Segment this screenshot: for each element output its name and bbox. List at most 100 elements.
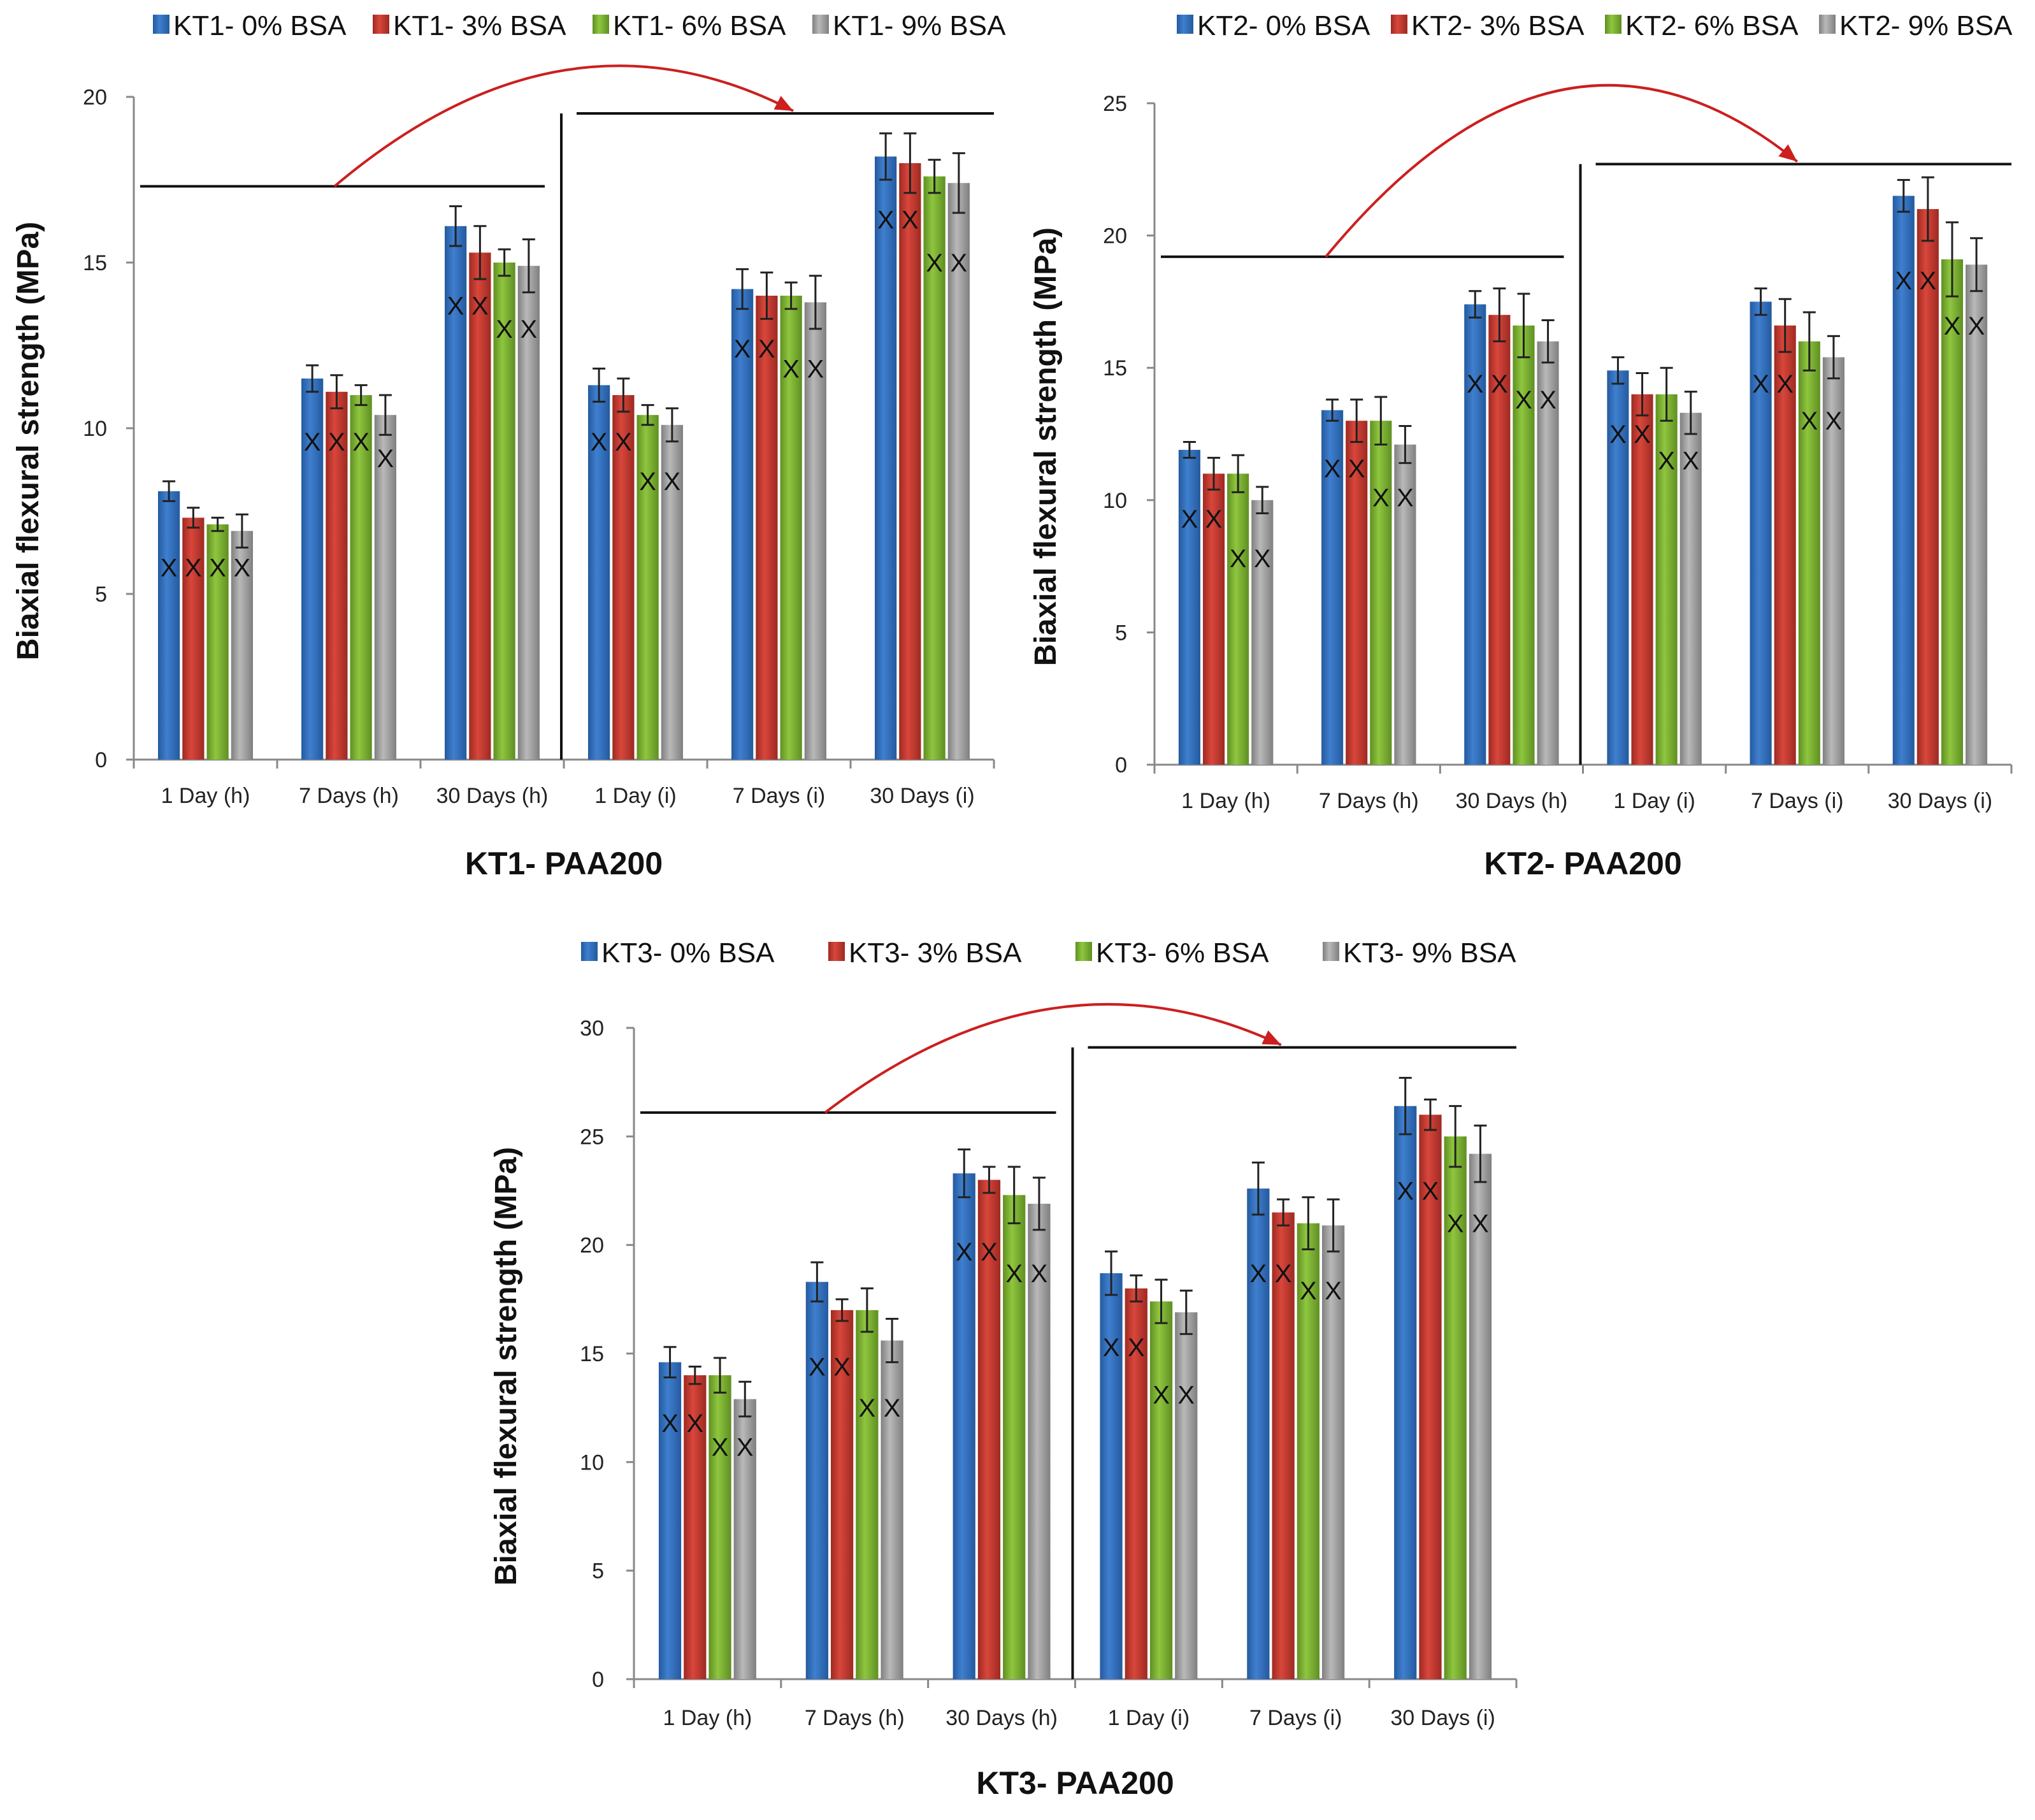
- trend-arrow: [824, 1002, 1282, 1114]
- significance-mark: X: [521, 315, 538, 343]
- significance-mark: X: [712, 1433, 729, 1461]
- y-tick-label: 0: [1115, 753, 1127, 777]
- legend-label: KT1- 3% BSA: [393, 10, 566, 41]
- significance-mark: X: [1275, 1260, 1292, 1288]
- legend-label: KT3- 3% BSA: [849, 937, 1022, 969]
- bar: [1822, 357, 1844, 765]
- bar: [1370, 421, 1392, 765]
- significance-mark: X: [902, 206, 919, 234]
- legend-swatch: [1075, 942, 1092, 961]
- chart-kt3: KT3- 0% BSA KT3- 3% BSA KT3- 6% BSA KT3- 9%…: [489, 937, 1518, 1801]
- bar: [1798, 341, 1820, 765]
- legend: KT3- 0% BSA KT3- 3% BSA KT3- 6% BSA KT3- 9%…: [581, 937, 1516, 969]
- x-tick-label: 30 Days (h): [946, 1706, 1058, 1730]
- significance-mark: X: [1181, 505, 1198, 533]
- significance-mark: X: [1447, 1210, 1464, 1238]
- x-tick-label: 30 Days (i): [1888, 789, 1992, 813]
- legend-label: KT1- 0% BSA: [173, 10, 347, 41]
- trend-arrow: [1325, 83, 1799, 258]
- y-axis-label: Biaxial flexural strength (MPa): [1029, 227, 1063, 666]
- bar: [658, 1362, 682, 1679]
- bar: [1469, 1153, 1492, 1679]
- y-tick-label: 10: [83, 417, 107, 441]
- bar: [374, 415, 396, 760]
- bar: [1513, 325, 1535, 765]
- x-tick-label: 1 Day (h): [161, 784, 250, 808]
- significance-mark: X: [664, 468, 681, 496]
- x-tick-label: 7 Days (h): [299, 784, 399, 808]
- bar: [1631, 394, 1653, 765]
- significance-mark: X: [1230, 545, 1247, 573]
- significance-mark: X: [1348, 455, 1365, 483]
- bar: [1251, 500, 1274, 765]
- bar: [326, 391, 348, 760]
- significance-mark: X: [1472, 1210, 1489, 1238]
- x-tick-label: 1 Day (i): [1108, 1706, 1190, 1730]
- legend-label: KT3- 9% BSA: [1343, 937, 1516, 969]
- x-tick-label: 7 Days (i): [733, 784, 825, 808]
- x-tick-label: 1 Day (h): [1181, 789, 1270, 813]
- bar: [1272, 1212, 1295, 1679]
- bar: [1321, 1225, 1345, 1679]
- x-tick-label: 7 Days (i): [1249, 1706, 1342, 1730]
- significance-mark: X: [1752, 370, 1769, 398]
- bar: [661, 424, 683, 760]
- significance-mark: X: [377, 445, 394, 473]
- significance-mark: X: [352, 428, 370, 456]
- significance-mark: X: [809, 1353, 826, 1381]
- y-tick-label: 5: [1115, 621, 1127, 645]
- chart-kt1: KT1- 0% BSA KT1- 3% BSA KT1- 6% BSA KT1- 9%…: [11, 10, 1006, 881]
- bar: [780, 296, 802, 760]
- significance-mark: X: [1825, 407, 1843, 435]
- significance-mark: X: [1539, 386, 1557, 414]
- significance-mark: X: [1128, 1334, 1145, 1362]
- bar: [350, 395, 372, 760]
- significance-mark: X: [877, 206, 895, 234]
- legend-swatch: [828, 942, 845, 961]
- bar: [1537, 341, 1559, 765]
- significance-mark: X: [1609, 421, 1627, 449]
- bar: [977, 1180, 1001, 1679]
- legend-label: KT2- 6% BSA: [1625, 10, 1799, 41]
- x-tick-label: 30 Days (h): [1456, 789, 1568, 813]
- significance-mark: X: [686, 1410, 703, 1438]
- significance-mark: X: [639, 468, 656, 496]
- bar: [1966, 264, 1988, 765]
- bar: [1003, 1195, 1026, 1679]
- trend-arrowhead: [1778, 144, 1797, 162]
- bar: [1028, 1203, 1051, 1679]
- significance-mark: X: [234, 554, 251, 582]
- chart-title: KT1- PAA200: [465, 846, 663, 881]
- bar: [469, 252, 491, 760]
- x-tick-label: 1 Day (i): [594, 784, 676, 808]
- bar: [301, 379, 324, 760]
- bar: [856, 1310, 879, 1679]
- bar: [493, 263, 515, 760]
- y-tick-label: 20: [83, 85, 107, 110]
- trend-arrowhead: [773, 96, 793, 111]
- significance-mark: X: [161, 554, 178, 582]
- bar: [708, 1375, 731, 1679]
- legend-swatch: [593, 15, 609, 34]
- significance-mark: X: [1397, 1178, 1414, 1206]
- bar: [1346, 421, 1368, 765]
- significance-mark: X: [1177, 1382, 1195, 1410]
- bar: [1750, 301, 1772, 765]
- trend-arrowhead: [1262, 1030, 1281, 1045]
- y-tick-label: 25: [580, 1125, 604, 1149]
- bar: [1149, 1301, 1173, 1679]
- legend-label: KT2- 9% BSA: [1839, 10, 2013, 41]
- significance-mark: X: [304, 428, 321, 456]
- bar: [1125, 1288, 1147, 1679]
- significance-mark: X: [1205, 505, 1223, 533]
- significance-mark: X: [1682, 447, 1699, 475]
- significance-mark: X: [1895, 267, 1912, 295]
- chart-title: KT2- PAA200: [1484, 846, 1681, 881]
- y-tick-label: 15: [580, 1342, 604, 1366]
- y-tick-label: 15: [1103, 356, 1127, 380]
- bar: [1464, 304, 1486, 765]
- significance-mark: X: [1254, 545, 1271, 573]
- bar: [1394, 1106, 1417, 1679]
- legend: KT2- 0% BSA KT2- 3% BSA KT2- 6% BSA KT2- 9%…: [1177, 10, 2013, 41]
- x-tick-label: 7 Days (h): [1319, 789, 1419, 813]
